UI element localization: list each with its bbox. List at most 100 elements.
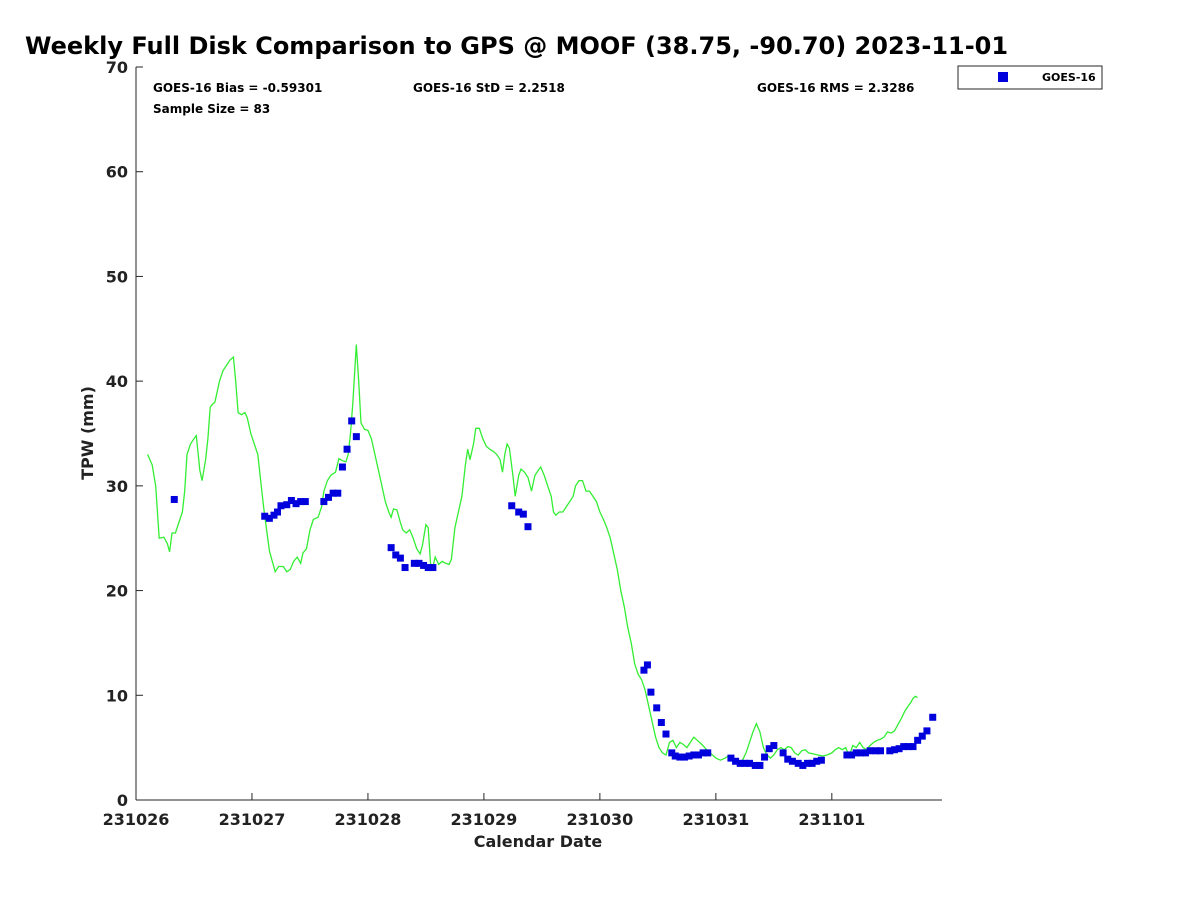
x-axis: 231026 231027 231028 231029 231030 231031 2311… — [103, 793, 865, 829]
x-tick-label: 231028 — [335, 810, 402, 829]
goes16-point — [727, 754, 735, 762]
goes16-point — [779, 749, 787, 757]
goes16-point — [751, 761, 759, 769]
goes16-point — [265, 514, 273, 522]
goes16-point — [861, 749, 869, 757]
goes16-point — [420, 561, 428, 569]
goes16-point — [261, 512, 269, 520]
goes16-point — [401, 564, 409, 572]
goes16-point — [653, 704, 661, 712]
goes16-point — [671, 752, 679, 760]
goes16-point — [524, 523, 532, 531]
y-tick-label: 0 — [117, 791, 128, 810]
x-tick-label: 231101 — [798, 810, 865, 829]
goes16-point — [643, 661, 651, 669]
goes16-point — [843, 751, 851, 759]
legend-marker — [998, 72, 1008, 82]
goes16-point — [640, 666, 648, 674]
goes16-point — [929, 713, 937, 721]
plot-area — [135, 67, 942, 801]
goes16-point — [429, 564, 437, 572]
legend: GOES-16 — [957, 65, 1103, 90]
goes16-point — [895, 745, 903, 753]
x-axis-label: Calendar Date — [474, 832, 603, 851]
goes16-point — [343, 445, 351, 453]
goes16-point — [392, 551, 400, 559]
goes16-point — [424, 564, 432, 572]
goes16-point — [415, 559, 423, 567]
bias-stat: GOES-16 Bias = -0.59301 — [153, 81, 322, 95]
goes16-point — [387, 544, 395, 552]
goes16-point — [770, 742, 778, 750]
goes16-point — [761, 753, 769, 761]
goes16-point — [704, 749, 712, 757]
sample-size-stat: Sample Size = 83 — [153, 102, 270, 116]
y-axis-label: TPW (mm) — [78, 386, 97, 480]
y-tick-label: 60 — [106, 163, 128, 182]
goes16-point — [352, 433, 360, 441]
goes16-point — [848, 751, 856, 759]
goes16-point — [301, 498, 309, 506]
goes16-point — [657, 719, 665, 727]
goes16-point — [690, 751, 698, 759]
goes16-point — [756, 761, 764, 769]
goes16-point — [297, 498, 305, 506]
goes16-point — [685, 752, 693, 760]
goes16-point — [872, 747, 880, 755]
goes16-point — [338, 463, 346, 471]
goes16-point — [334, 489, 342, 497]
goes16-point — [788, 757, 796, 765]
goes16-point — [410, 559, 418, 567]
y-tick-label: 30 — [106, 477, 128, 496]
goes16-point — [866, 747, 874, 755]
std-stat: GOES-16 StD = 2.2518 — [413, 81, 565, 95]
goes16-point — [694, 751, 702, 759]
x-tick-label: 231026 — [103, 810, 170, 829]
x-tick-label: 231031 — [682, 810, 749, 829]
goes16-point — [909, 743, 917, 751]
goes16-point — [813, 757, 821, 765]
goes16-point — [320, 498, 328, 506]
goes16-point — [857, 749, 865, 757]
goes16-point — [515, 508, 523, 516]
x-tick-label: 231029 — [451, 810, 518, 829]
gps-line — [147, 344, 918, 765]
y-tick-label: 10 — [106, 686, 128, 705]
goes16-point — [886, 747, 894, 755]
goes16-point — [519, 510, 527, 518]
goes16-point — [647, 688, 655, 696]
goes16-point — [676, 753, 684, 761]
goes16-point — [799, 761, 807, 769]
goes16-point — [890, 746, 898, 754]
goes16-point — [732, 757, 740, 765]
goes16-point — [852, 749, 860, 757]
goes16-point — [803, 759, 811, 767]
legend-label: GOES-16 — [1042, 71, 1096, 84]
series-layer — [147, 344, 937, 769]
goes16-point — [900, 743, 908, 751]
rms-stat: GOES-16 RMS = 2.3286 — [757, 81, 914, 95]
y-tick-label: 70 — [106, 58, 128, 77]
goes16-point — [904, 743, 912, 751]
y-axis: 0 10 20 30 40 50 60 70 — [106, 58, 143, 810]
goes16-point — [325, 493, 333, 501]
x-tick-label: 231030 — [566, 810, 633, 829]
x-tick-label: 231027 — [219, 810, 286, 829]
goes16-point — [765, 745, 773, 753]
y-tick-label: 40 — [106, 372, 128, 391]
stats-annotations: GOES-16 Bias = -0.59301 GOES-16 StD = 2.… — [153, 81, 914, 116]
goes16-point — [914, 736, 922, 744]
goes16-point — [877, 747, 885, 755]
goes16-point — [329, 489, 337, 497]
goes16-point — [808, 759, 816, 767]
goes16-point — [741, 759, 749, 767]
goes16-point — [681, 753, 689, 761]
goes16-point — [699, 749, 707, 757]
y-tick-label: 50 — [106, 267, 128, 286]
legend-box — [957, 65, 1103, 90]
goes16-point — [508, 502, 516, 510]
goes16-point — [794, 759, 802, 767]
goes16-point — [745, 759, 753, 767]
goes16-point — [273, 508, 281, 516]
